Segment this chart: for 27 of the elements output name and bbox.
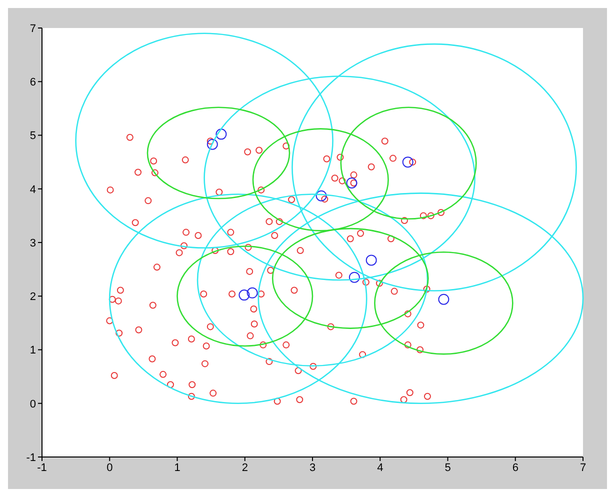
point	[206, 138, 218, 150]
point	[348, 272, 360, 283]
x-tick-label: 4	[377, 462, 384, 474]
point	[438, 294, 450, 305]
y-tick-label: 4	[30, 184, 36, 196]
x-tick-label: 7	[580, 462, 586, 474]
point	[246, 287, 258, 298]
point	[216, 128, 227, 140]
point	[402, 156, 414, 168]
point	[316, 190, 327, 202]
x-tick-label: 2	[242, 462, 248, 474]
y-tick-label: 7	[30, 22, 36, 35]
y-tick-label: 3	[30, 237, 36, 250]
y-tick-label: 2	[30, 291, 36, 304]
y-tick-label: 0	[30, 398, 36, 410]
point	[366, 254, 377, 266]
x-tick-label: 3	[309, 462, 316, 474]
x-tick-label: 0	[106, 462, 113, 474]
y-tick-label: 5	[30, 130, 36, 142]
point	[238, 290, 250, 301]
y-tick-label: 6	[30, 76, 36, 89]
x-tick-label: 6	[512, 462, 518, 474]
x-tick-label: 5	[444, 462, 451, 474]
y-tick-label: -1	[26, 452, 36, 464]
point	[346, 177, 358, 188]
x-tick-label: 1	[174, 462, 180, 474]
y-tick-label: 1	[30, 344, 36, 357]
